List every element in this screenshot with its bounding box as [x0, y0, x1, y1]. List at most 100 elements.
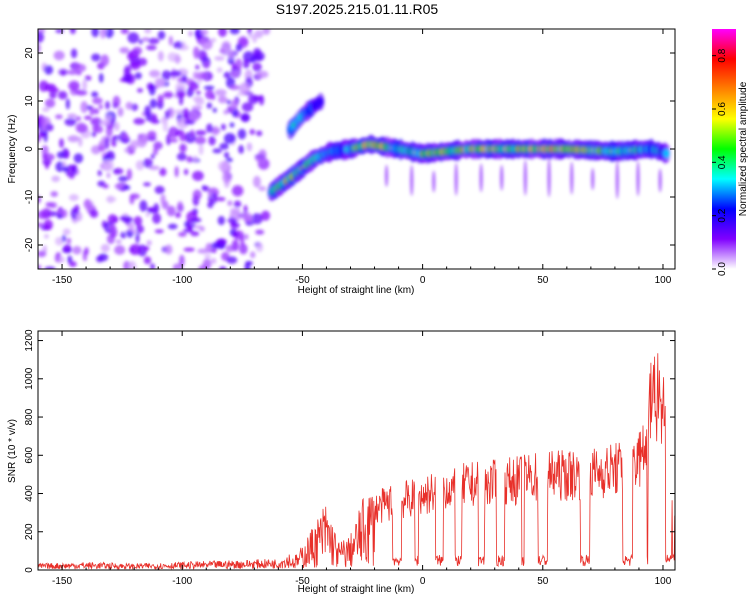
heatmap-cell [69, 29, 76, 35]
heatmap-cell [144, 105, 152, 117]
heatmap-cell [38, 31, 45, 43]
heatmap-cell [230, 221, 240, 229]
heatmap-cell [84, 115, 92, 120]
colorbar-label: Normalized spectral amplitude [738, 81, 749, 216]
heatmap-cell [120, 231, 127, 239]
heatmap-cell [219, 142, 229, 150]
heatmap-cell [98, 253, 109, 262]
spectrogram-x-tick-label: -150 [52, 275, 72, 286]
heatmap-cell [252, 62, 262, 72]
heatmap-cell [260, 210, 271, 221]
heatmap-cell [235, 43, 243, 52]
heatmap-cell [523, 159, 527, 196]
heatmap-cell [210, 242, 220, 250]
heatmap-cell [122, 73, 133, 83]
heatmap-cell [106, 172, 111, 179]
heatmap-cell [43, 219, 53, 231]
heatmap-cell [90, 117, 102, 126]
heatmap-cell [220, 123, 226, 131]
heatmap-cell [51, 175, 60, 183]
heatmap-cell [188, 30, 193, 37]
heatmap-cell [204, 253, 212, 259]
heatmap-cell [113, 135, 121, 140]
heatmap-cell [65, 98, 71, 110]
heatmap-cell [232, 232, 240, 237]
heatmap-cell [114, 245, 126, 255]
heatmap-cell [663, 148, 670, 158]
heatmap-cell [410, 164, 414, 196]
heatmap-cell [67, 69, 79, 75]
heatmap-cell [102, 183, 109, 189]
heatmap-cell [188, 81, 200, 91]
heatmap-cell [193, 155, 198, 163]
heatmap-cell [190, 230, 200, 237]
heatmap-cell [170, 70, 182, 77]
heatmap-blobs [38, 29, 671, 269]
spectrogram-y-tick-label: 10 [24, 95, 35, 107]
heatmap-cell [129, 194, 135, 205]
heatmap-cell [179, 254, 185, 267]
snr-x-tick-label: -50 [295, 576, 310, 587]
heatmap-cell [42, 153, 55, 161]
heatmap-cell [74, 63, 87, 73]
heatmap-cell [148, 165, 160, 171]
heatmap-cell [45, 123, 54, 132]
heatmap-cell [145, 212, 151, 217]
heatmap-cell [197, 248, 209, 254]
colorbar-tick-label: 0.8 [717, 48, 728, 62]
heatmap-cell [166, 205, 176, 217]
heatmap-cell [107, 214, 118, 225]
heatmap-cell [98, 104, 103, 110]
heatmap-cell [144, 29, 152, 34]
snr-y-tick-label: 800 [24, 408, 35, 425]
heatmap-cell [145, 45, 157, 51]
heatmap-cell [157, 94, 164, 104]
heatmap-cell [54, 253, 61, 263]
heatmap-cell [189, 129, 195, 138]
snr-x-tick-label: 100 [655, 576, 672, 587]
heatmap-cell [251, 55, 263, 61]
colorbar-tick-label: 0.6 [717, 102, 728, 116]
heatmap-cell [203, 85, 215, 90]
heatmap-cell [76, 123, 89, 133]
snr-x-tick-label: 0 [420, 576, 426, 587]
heatmap-cell [114, 121, 120, 132]
heatmap-cell [50, 191, 59, 198]
heatmap-cell [159, 79, 166, 87]
heatmap-cell [61, 166, 69, 172]
spectrogram-y-label: Frequency (Hz) [7, 115, 18, 184]
heatmap-cell [154, 185, 165, 195]
heatmap-cell [44, 162, 50, 170]
heatmap-cell [229, 122, 235, 128]
heatmap-cell [73, 153, 84, 164]
heatmap-cell [227, 49, 235, 59]
spectrogram-x-tick-label: 0 [420, 275, 426, 286]
heatmap-cell [454, 162, 458, 196]
snr-series-line [38, 353, 675, 570]
heatmap-cell [219, 48, 225, 54]
heatmap-cell [138, 57, 148, 66]
heatmap-cell [111, 117, 116, 124]
heatmap-cell [100, 243, 110, 253]
heatmap-cell [176, 152, 187, 161]
heatmap-cell [210, 37, 217, 43]
heatmap-cell [227, 200, 233, 207]
heatmap-cell [210, 258, 217, 264]
heatmap-cell [166, 134, 171, 146]
heatmap-cell [130, 140, 139, 150]
heatmap-cell [254, 153, 266, 163]
heatmap-cell [138, 39, 144, 45]
heatmap-cell [162, 120, 168, 132]
heatmap-cell [231, 185, 244, 197]
heatmap-cell [126, 168, 133, 181]
heatmap-cell [199, 226, 205, 232]
heatmap-cell [67, 255, 73, 264]
heatmap-cell [119, 215, 127, 222]
heatmap-cell [146, 82, 155, 91]
heatmap-cell [241, 102, 254, 112]
heatmap-cell [206, 123, 214, 133]
colorbar-tick-label: 0.4 [717, 155, 728, 169]
heatmap-cell [86, 105, 92, 110]
heatmap-cell [98, 73, 104, 83]
